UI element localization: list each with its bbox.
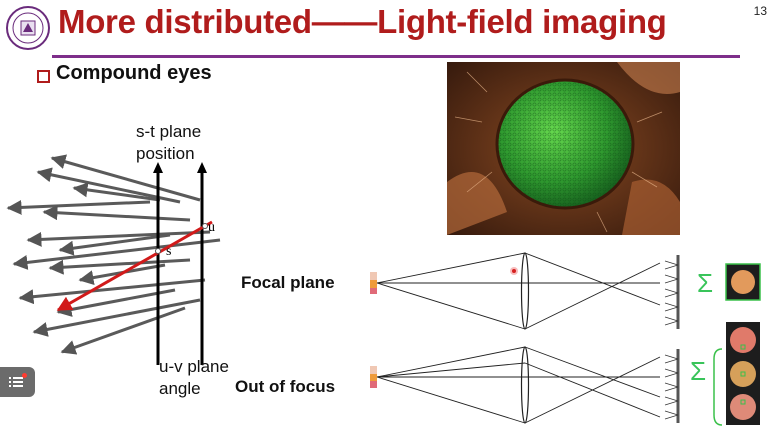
list-icon bbox=[9, 377, 23, 387]
uv-plane-label: u-v plane bbox=[159, 357, 229, 376]
compound-eye-photo bbox=[447, 62, 680, 235]
focal-plane-label: Focal plane bbox=[241, 273, 335, 292]
page-number: 13 bbox=[753, 4, 767, 18]
light-ray-diagram bbox=[6, 154, 221, 365]
focal-object-mid bbox=[370, 280, 377, 288]
defocus-lens bbox=[520, 346, 530, 424]
menu-button[interactable] bbox=[0, 367, 35, 397]
sum-brace bbox=[713, 348, 723, 426]
university-logo bbox=[6, 6, 50, 50]
focal-lens bbox=[520, 252, 530, 330]
slide-title: More distributed——Light-field imaging bbox=[58, 3, 667, 40]
bullet-heading: Compound eyes bbox=[56, 62, 212, 84]
focal-rays bbox=[376, 252, 661, 330]
bullet-square-icon bbox=[37, 70, 50, 83]
focal-object-top bbox=[370, 272, 377, 280]
point-s-label: s bbox=[166, 244, 172, 259]
sum-symbol-focal: Σ bbox=[697, 268, 714, 298]
st-plane-label: s-t plane bbox=[136, 122, 202, 141]
st-plane-sublabel: position bbox=[136, 144, 195, 163]
point-u-label: u bbox=[208, 220, 215, 235]
highlighted-ray bbox=[56, 220, 213, 312]
focal-microlens-fans bbox=[664, 260, 679, 326]
gray-rays bbox=[6, 154, 221, 355]
title-divider bbox=[52, 55, 740, 58]
uv-plane-sublabel: angle bbox=[159, 379, 201, 398]
defocus-rays bbox=[376, 346, 661, 424]
sum-symbol-defocus: Σ bbox=[690, 356, 707, 386]
out-of-focus-label: Out of focus bbox=[235, 377, 336, 396]
optics-diagrams bbox=[370, 252, 761, 426]
notification-dot bbox=[22, 373, 27, 378]
focal-object-bottom bbox=[370, 288, 377, 294]
